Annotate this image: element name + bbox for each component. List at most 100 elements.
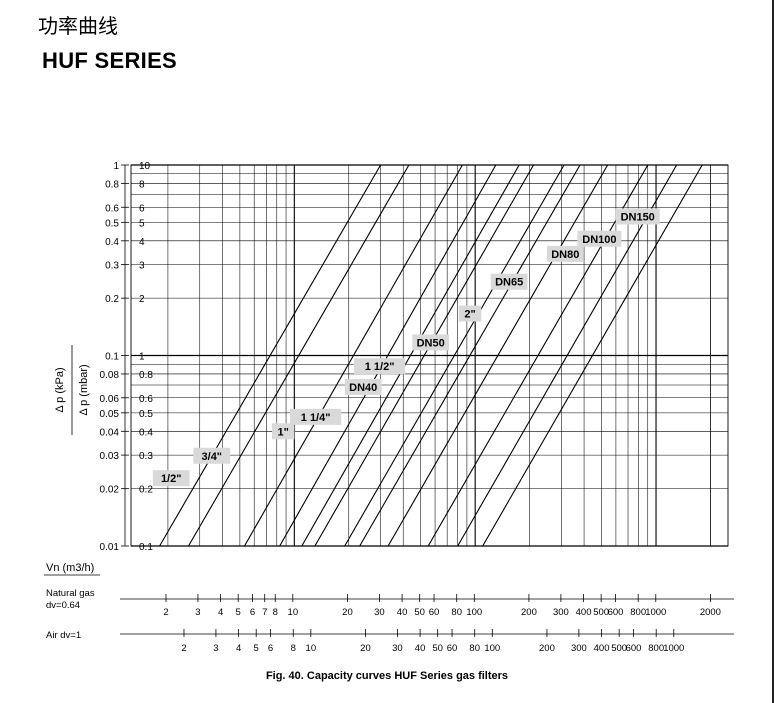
series-label-bg (615, 208, 660, 225)
chart-curves (159, 164, 703, 547)
series-curve (279, 164, 497, 547)
y-tick-label-kpa: 0.5 (105, 218, 119, 229)
series-curve (314, 164, 534, 547)
x-scale-tick-label: 200 (539, 643, 555, 654)
series-label-text: DN80 (551, 249, 579, 261)
series-label-bg (290, 408, 342, 425)
y-tick-label-kpa: 0.08 (100, 370, 120, 381)
series-label-bg (271, 423, 295, 440)
y-tick-label-mbar: 0.1 (139, 542, 153, 553)
x-scale-tick-label: 8 (291, 643, 296, 654)
x-scale-tick-label: 80 (451, 607, 462, 618)
x-scale-tick-label: 500 (593, 607, 609, 618)
x-scale-tick-label: 2000 (700, 607, 721, 618)
x-scale-tick-label: 3 (213, 643, 218, 654)
series-label: DN65 (490, 273, 528, 290)
x-scale-tick-label: 6 (250, 607, 255, 618)
x-scale-tick-label: 100 (466, 607, 482, 618)
x-scale-tick-label: 50 (414, 607, 425, 618)
chinese-title: 功率曲线 (38, 14, 118, 38)
series-label-bg (353, 358, 406, 375)
series-label-bg (490, 273, 528, 290)
x-scale-tick-label: 50 (432, 643, 443, 654)
series-curve (301, 164, 520, 547)
y-tick-label-mbar: 3 (139, 261, 145, 272)
series-label: 1" (271, 423, 295, 440)
x-scale-tick-label: 40 (415, 643, 426, 654)
series-label: 1 1/2" (353, 358, 406, 375)
x-scale-tick-label: 600 (608, 607, 624, 618)
series-label-text: 2" (464, 309, 475, 321)
x-scale-tick-label: 400 (594, 643, 610, 654)
series-label: DN100 (577, 230, 622, 247)
y-tick-label-mbar: 1 (139, 352, 145, 363)
series-curve (359, 164, 581, 547)
series-label-text: DN50 (417, 337, 445, 349)
y-axis-ticks: 0.01 0.1 0.02 0.2 0.03 0.3 0.04 0.4 0.05 0.5 0.06 0… (100, 161, 154, 553)
x-scale-name: Air dv=1 (46, 630, 81, 641)
x-scale-tick-label: 30 (374, 607, 385, 618)
y-tick-label-mbar: 0.2 (139, 485, 153, 496)
x-scale-tick-label: 400 (576, 607, 592, 618)
series-curve (387, 164, 609, 547)
series-label: 3/4" (193, 447, 231, 464)
y-tick-label-mbar: 2 (139, 294, 145, 305)
x-scale-tick-label: 300 (553, 607, 569, 618)
y-tick-label-mbar: 0.8 (139, 370, 153, 381)
series-label: DN80 (546, 245, 584, 262)
y-tick-label-mbar: 0.4 (139, 427, 153, 438)
series-label: DN50 (412, 334, 450, 351)
x-scale-tick-label: 2 (181, 643, 186, 654)
chart-grid (130, 164, 729, 547)
x-scale-tick-label: 100 (484, 643, 500, 654)
y-tick-label-kpa: 0.05 (100, 409, 120, 420)
y-axis-label-mbar: Δ p (mbar) (78, 364, 90, 415)
y-tick-label-mbar: 0.6 (139, 394, 153, 405)
x-axis-label-text: Vn (m3/h) (46, 562, 94, 574)
x-scale-tick-label: 5 (254, 643, 259, 654)
x-scale-tick-label: 5 (236, 607, 241, 618)
series-curve (188, 164, 410, 547)
x-scale-tick-label: 7 (262, 607, 267, 618)
x-scale-tick-label: 300 (571, 643, 587, 654)
series-label-text: 1/2" (161, 473, 182, 485)
y-tick-label-kpa: 0.1 (105, 352, 119, 363)
series-label-bg (344, 379, 382, 396)
series-label: DN40 (344, 379, 382, 396)
y-tick-label-kpa: 0.04 (100, 427, 120, 438)
capacity-chart: 0.01 0.1 0.02 0.2 0.03 0.3 0.04 0.4 0.05 0.5 0.06 0… (44, 161, 734, 654)
y-tick-label-kpa: 0.02 (100, 485, 120, 496)
x-scale-tick-label: 4 (236, 643, 241, 654)
series-curve (482, 164, 703, 547)
x-scale-tick-label: 10 (306, 643, 317, 654)
y-tick-label-mbar: 8 (139, 179, 145, 190)
series-label-text: 3/4" (202, 451, 223, 463)
x-scale-tick-label: 6 (268, 643, 273, 654)
y-tick-label-kpa: 0.03 (100, 451, 120, 462)
x-scale-tick-label: 1000 (645, 607, 666, 618)
y-tick-label-mbar: 0.5 (139, 409, 153, 420)
series-label: 2" (458, 305, 482, 322)
y-tick-label-mbar: 10 (139, 161, 151, 172)
y-tick-label-mbar: 0.3 (139, 451, 153, 462)
series-label-bg (193, 447, 231, 464)
y-tick-label-mbar: 5 (139, 218, 145, 229)
series-label-text: DN150 (621, 211, 655, 223)
series-curve (244, 164, 463, 547)
y-tick-label-kpa: 1 (113, 161, 119, 172)
series-label: 1/2" (152, 470, 190, 487)
y-tick-label-kpa: 0.3 (105, 261, 119, 272)
y-tick-label-mbar: 4 (139, 237, 145, 248)
series-title: HUF SERIES (42, 48, 178, 73)
page-edge (772, 0, 774, 703)
x-scale-tick-label: 800 (630, 607, 646, 618)
series-curve (427, 164, 649, 547)
y-tick-label-kpa: 0.01 (100, 542, 120, 553)
x-scale-tick-label: 60 (429, 607, 440, 618)
x-scale-tick-label: 80 (469, 643, 480, 654)
x-axis-label: Vn (m3/h) (46, 562, 94, 574)
x-scale-name: Natural gas (46, 588, 95, 599)
x-scale-tick-label: 600 (626, 643, 642, 654)
series-label-bg (458, 305, 482, 322)
series-label-text: 1" (278, 426, 289, 438)
